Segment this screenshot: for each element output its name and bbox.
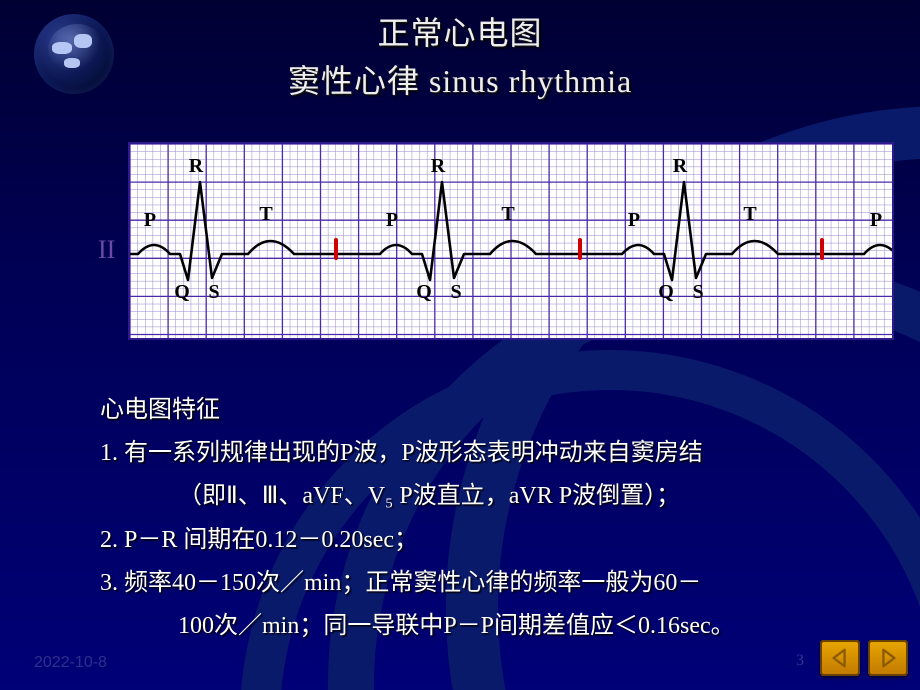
content-item3: 3. 频率40－150次／min；正常窦性心律的频率一般为60－	[100, 565, 886, 602]
title-line1: 正常心电图	[0, 8, 920, 54]
content-item1b: （即Ⅱ、Ⅲ、aVF、V₅ P波直立，aVR P波倒置）；	[100, 478, 886, 515]
svg-text:P: P	[628, 209, 640, 231]
svg-text:R: R	[673, 155, 688, 177]
footer-date: 2022-10-8	[34, 654, 107, 672]
svg-text:T: T	[259, 203, 273, 225]
slide-title: 正常心电图 窦性心律 sinus rhythmia	[0, 8, 920, 102]
svg-text:Q: Q	[174, 281, 190, 303]
content-item2: 2. P－R 间期在0.12－0.20sec；	[100, 522, 886, 559]
svg-text:R: R	[431, 155, 446, 177]
footer-page: 3	[796, 652, 804, 670]
svg-text:T: T	[743, 203, 757, 225]
arrow-right-icon	[877, 647, 899, 669]
ecg-panel: PRTQSPRTQSPRTQSP	[128, 142, 894, 340]
svg-text:R: R	[189, 155, 204, 177]
svg-text:Q: Q	[658, 281, 674, 303]
svg-text:P: P	[870, 209, 882, 231]
svg-text:T: T	[501, 203, 515, 225]
content-item3b: 100次／min；同一导联中P－P间期差值应＜0.16sec。	[100, 608, 886, 645]
content-block: 心电图特征 1. 有一系列规律出现的P波，P波形态表明冲动来自窦房结 （即Ⅱ、Ⅲ…	[100, 392, 886, 651]
svg-text:P: P	[386, 209, 398, 231]
arrow-left-icon	[829, 647, 851, 669]
prev-button[interactable]	[820, 640, 860, 676]
next-button[interactable]	[868, 640, 908, 676]
svg-text:P: P	[144, 209, 156, 231]
title-line2: 窦性心律 sinus rhythmia	[0, 56, 920, 102]
svg-text:S: S	[208, 281, 219, 303]
svg-text:Q: Q	[416, 281, 432, 303]
svg-text:S: S	[450, 281, 461, 303]
lead-label: II	[98, 235, 115, 265]
svg-text:S: S	[692, 281, 703, 303]
content-heading: 心电图特征	[100, 392, 886, 429]
content-item1: 1. 有一系列规律出现的P波，P波形态表明冲动来自窦房结	[100, 435, 886, 472]
